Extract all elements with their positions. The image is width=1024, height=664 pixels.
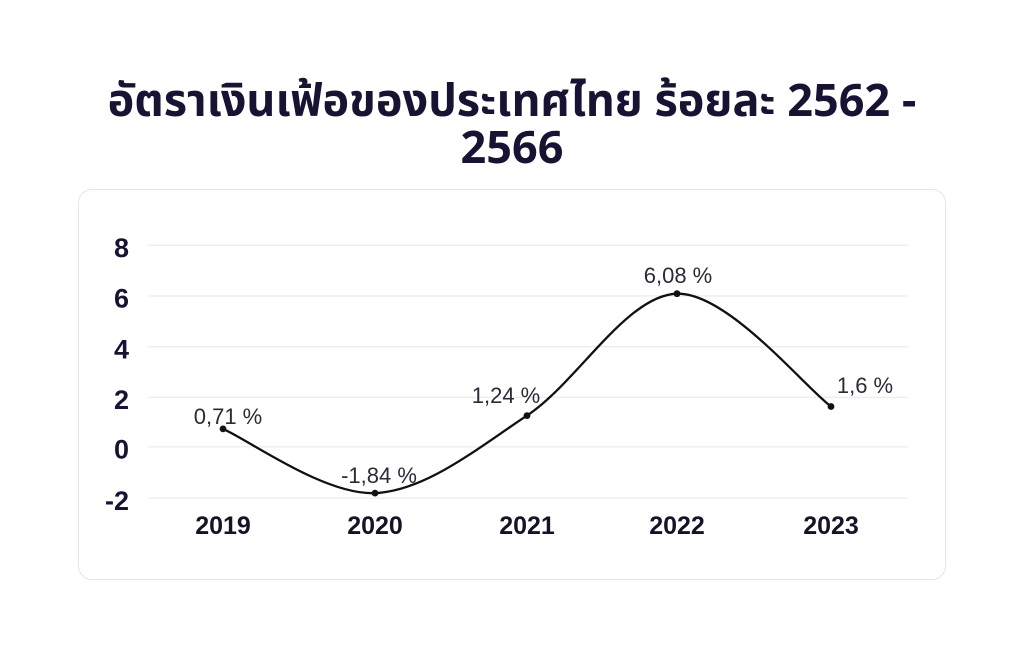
svg-text:4: 4 [114, 334, 129, 364]
svg-text:2020: 2020 [347, 512, 403, 540]
svg-text:6,08 %: 6,08 % [644, 263, 713, 288]
svg-text:0,71 %: 0,71 % [194, 404, 263, 429]
svg-text:8: 8 [114, 233, 129, 263]
svg-text:2021: 2021 [499, 512, 555, 540]
svg-text:1,6 %: 1,6 % [837, 373, 893, 398]
svg-text:0: 0 [114, 435, 129, 465]
svg-text:1,24 %: 1,24 % [472, 383, 541, 408]
svg-text:-1,84 %: -1,84 % [341, 463, 417, 488]
svg-text:2022: 2022 [649, 512, 705, 540]
svg-text:2: 2 [114, 385, 129, 415]
svg-text:2019: 2019 [195, 512, 251, 540]
svg-text:2023: 2023 [803, 512, 859, 540]
svg-text:6: 6 [114, 284, 129, 314]
svg-text:-2: -2 [105, 486, 129, 516]
